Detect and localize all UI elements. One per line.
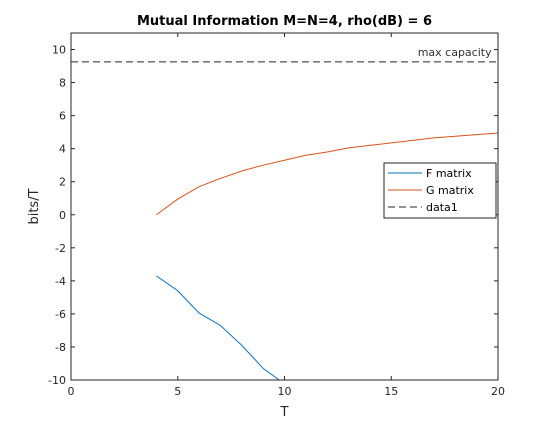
y-tick-label: 4 xyxy=(59,143,66,156)
legend-label: data1 xyxy=(426,201,458,214)
y-tick-label: -4 xyxy=(55,275,66,288)
legend-label: G matrix xyxy=(426,184,474,197)
annotation-max-capacity: max capacity xyxy=(418,46,492,59)
y-tick-label: 0 xyxy=(59,209,66,222)
y-tick-label: -10 xyxy=(48,374,66,387)
y-axis-label: bits/T xyxy=(27,188,42,224)
series-lines xyxy=(71,61,499,381)
annotations: max capacity xyxy=(418,46,492,59)
chart-title: Mutual Information M=N=4, rho(dB) = 6 xyxy=(137,14,432,29)
y-tick-label: -2 xyxy=(55,242,66,255)
x-tick-label: 0 xyxy=(68,385,75,398)
legend: F matrix G matrix data1 xyxy=(383,162,497,219)
y-tick-label: -8 xyxy=(55,341,66,354)
legend-label: F matrix xyxy=(426,167,472,180)
y-tick-label: -6 xyxy=(55,308,66,321)
series-line-f-matrix xyxy=(156,275,280,381)
plot-frame xyxy=(70,32,499,381)
x-tick-label: 5 xyxy=(174,385,181,398)
y-tick-label: 8 xyxy=(59,77,66,90)
y-tick-label: 10 xyxy=(52,44,66,57)
y-tick-label: 6 xyxy=(59,110,66,123)
y-tick-label: 2 xyxy=(59,176,66,189)
x-tick-label: 20 xyxy=(491,385,505,398)
x-tick-label: 10 xyxy=(278,385,292,398)
x-axis-label: T xyxy=(280,405,289,420)
x-tick-label: 15 xyxy=(384,385,398,398)
series-line-g-matrix xyxy=(156,132,499,216)
